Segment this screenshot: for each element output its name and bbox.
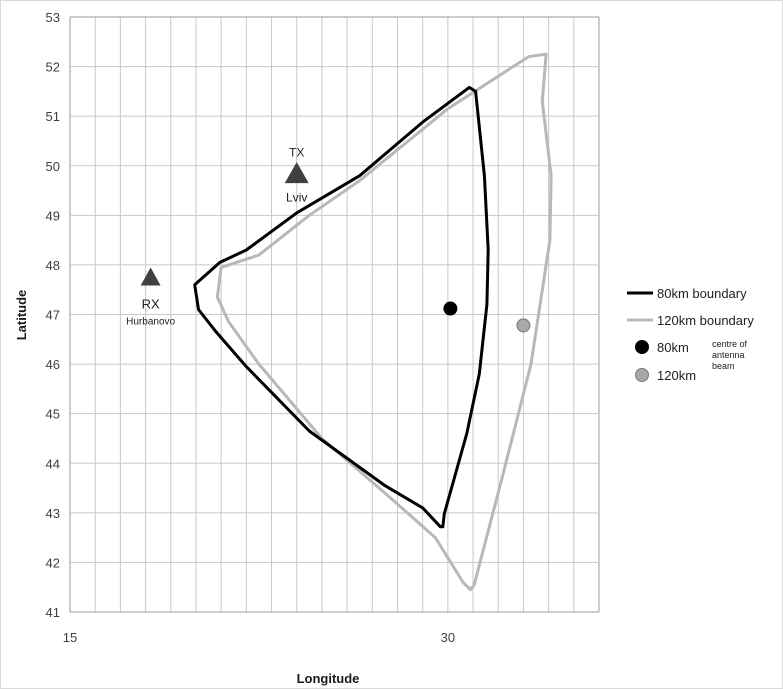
y-tick-label: 44 xyxy=(46,456,60,471)
y-tick-label: 45 xyxy=(46,407,60,422)
stations-layer: TX Lviv RX Hurbanovo xyxy=(126,146,309,327)
y-tick-label: 49 xyxy=(46,208,60,223)
rx-label: RX xyxy=(142,296,160,311)
legend-note-line: centre of xyxy=(712,339,748,349)
tx-city-label: Lviv xyxy=(286,191,307,205)
tx-label: TX xyxy=(289,146,304,160)
y-tick-label: 42 xyxy=(46,555,60,570)
legend-80km-dot-swatch xyxy=(635,340,649,354)
series-layer xyxy=(193,52,553,592)
legend-120km-label: 120km xyxy=(657,368,696,383)
tick-labels: 41 42 43 44 45 46 47 48 49 50 51 52 53 15 30 xyxy=(46,10,456,645)
y-tick-label: 51 xyxy=(46,109,60,124)
legend: 80km boundary 120km boundary 80km 120km cent… xyxy=(627,286,754,383)
y-axis-title: Latitude xyxy=(14,290,29,341)
y-tick-label: 47 xyxy=(46,308,60,323)
tx-station-marker xyxy=(284,162,309,184)
grid-lines xyxy=(69,16,600,613)
y-tick-label: 43 xyxy=(46,506,60,521)
y-tick-label: 46 xyxy=(46,357,60,372)
x-tick-label: 15 xyxy=(63,630,77,645)
y-tick-label: 52 xyxy=(46,60,60,75)
beam-centre-80km-point xyxy=(443,301,458,316)
beam-centre-120km-point xyxy=(516,318,531,333)
y-tick-label: 53 xyxy=(46,10,60,25)
rx-station-marker xyxy=(140,267,161,286)
legend-note-line: beam xyxy=(712,361,735,371)
y-tick-label: 48 xyxy=(46,258,60,273)
boundary-80km-line xyxy=(193,85,490,529)
x-tick-label: 30 xyxy=(441,630,455,645)
legend-80km-label: 80km xyxy=(657,340,689,355)
y-tick-label: 50 xyxy=(46,159,60,174)
x-axis-title: Longitude xyxy=(297,671,360,686)
boundary-120km-line xyxy=(215,52,553,592)
y-tick-label: 41 xyxy=(46,605,60,620)
rx-city-label: Hurbanovo xyxy=(126,316,175,327)
legend-note-line: antenna xyxy=(712,350,745,360)
legend-80km-boundary-label: 80km boundary xyxy=(657,286,747,301)
legend-120km-dot-swatch xyxy=(635,368,649,382)
legend-120km-boundary-label: 120km boundary xyxy=(657,313,754,328)
